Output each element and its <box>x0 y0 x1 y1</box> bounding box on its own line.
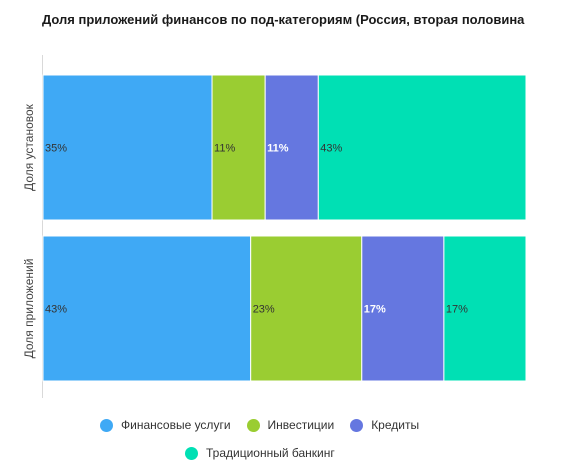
bar-data-label: 17% <box>446 304 468 316</box>
legend-swatch-credits <box>350 418 364 432</box>
legend-row-2: Традиционный банкинг <box>185 446 351 460</box>
bar-segment[interactable] <box>443 235 527 382</box>
legend-label: Кредиты <box>371 418 420 432</box>
bar-segment[interactable] <box>361 235 445 382</box>
bar-segment[interactable] <box>317 74 527 221</box>
legend-swatch-financial-services <box>100 418 113 432</box>
bar-segment[interactable] <box>250 235 363 382</box>
bar-data-label: 43% <box>45 304 67 316</box>
chart-title: Доля приложений финансов по под-категори… <box>42 12 525 27</box>
bar-data-label: 43% <box>320 143 342 155</box>
legend-swatch-investments <box>246 418 260 432</box>
bar-data-label: 23% <box>253 304 275 316</box>
bar-segment[interactable] <box>211 74 266 221</box>
legend-label: Традиционный банкинг <box>206 446 335 460</box>
bar-segment[interactable] <box>42 235 252 382</box>
legend-swatch-traditional-banking <box>185 446 198 460</box>
category-tick-label: Доля приложений <box>22 259 36 359</box>
legend-label: Инвестиции <box>267 418 335 432</box>
bar-data-label: 35% <box>45 143 67 155</box>
bar-data-label: 11% <box>267 143 289 155</box>
legend-item-credits[interactable]: Кредиты <box>350 418 419 432</box>
bar-data-label: 17% <box>364 304 386 316</box>
bar-segment[interactable] <box>42 74 213 221</box>
legend-item-traditional-banking[interactable]: Традиционный банкинг <box>185 446 335 460</box>
category-tick-label: Доля установок <box>22 103 36 191</box>
stacked-bar-chart: Доля установок 35% 11% 11% 43% Доля приложени… <box>22 55 527 398</box>
legend-row-1: Финансовые услуги Инвестиции Кредиты <box>100 418 435 432</box>
legend-item-investments[interactable]: Инвестиции <box>246 418 335 432</box>
bar-data-label: 11% <box>214 143 235 155</box>
bar-segment[interactable] <box>264 74 319 221</box>
legend-item-financial-services[interactable]: Финансовые услуги <box>100 418 231 432</box>
legend-label: Финансовые услуги <box>121 418 231 432</box>
